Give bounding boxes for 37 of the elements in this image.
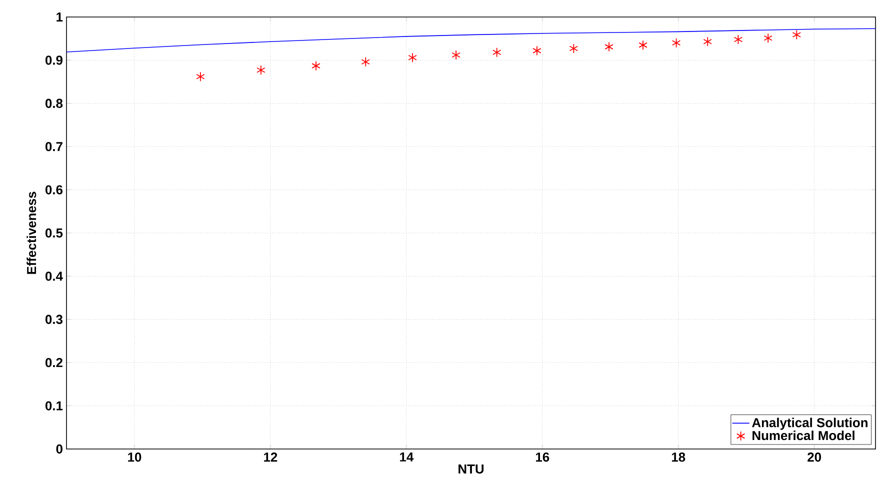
point — [408, 52, 417, 63]
point — [764, 33, 772, 44]
point — [792, 30, 801, 40]
point — [312, 60, 320, 71]
y-tick-label: 0.8 — [45, 98, 63, 108]
point — [256, 65, 266, 76]
y-tick-label: 0 — [56, 444, 62, 454]
x-tick-label: 14 — [400, 452, 414, 462]
point — [604, 42, 614, 52]
point — [734, 34, 743, 44]
x-tick-label: 12 — [264, 452, 278, 462]
point — [492, 47, 502, 58]
point — [672, 38, 681, 48]
legend-label: Numerical Model — [752, 430, 854, 440]
point — [638, 40, 648, 50]
y-tick-label: 0.5 — [45, 228, 63, 238]
x-axis-title: NTU — [458, 464, 484, 474]
x-tick-label: 10 — [128, 452, 142, 462]
point — [452, 50, 460, 60]
x-tick-label: 16 — [536, 452, 550, 462]
x-tick-label: 20 — [808, 452, 821, 462]
y-tick-label: 0.9 — [45, 56, 62, 65]
point — [532, 46, 542, 56]
x-tick-label: 18 — [672, 452, 686, 462]
y-tick-label: 0.7 — [45, 142, 62, 152]
y-tick-label: 0.6 — [45, 185, 63, 194]
point — [569, 44, 578, 54]
y-tick-label: 0.2 — [45, 358, 62, 368]
y-tick-label: 0.3 — [45, 314, 63, 324]
point — [196, 72, 205, 82]
y-tick-label: 1 — [56, 12, 63, 22]
y-tick-label: 0.1 — [45, 401, 63, 410]
y-tick-label: 0.4 — [45, 272, 63, 281]
y-axis-title: Effectiveness — [26, 192, 36, 274]
point — [703, 36, 712, 47]
point — [361, 56, 370, 67]
legend-label: Analytical Solution — [752, 418, 868, 430]
